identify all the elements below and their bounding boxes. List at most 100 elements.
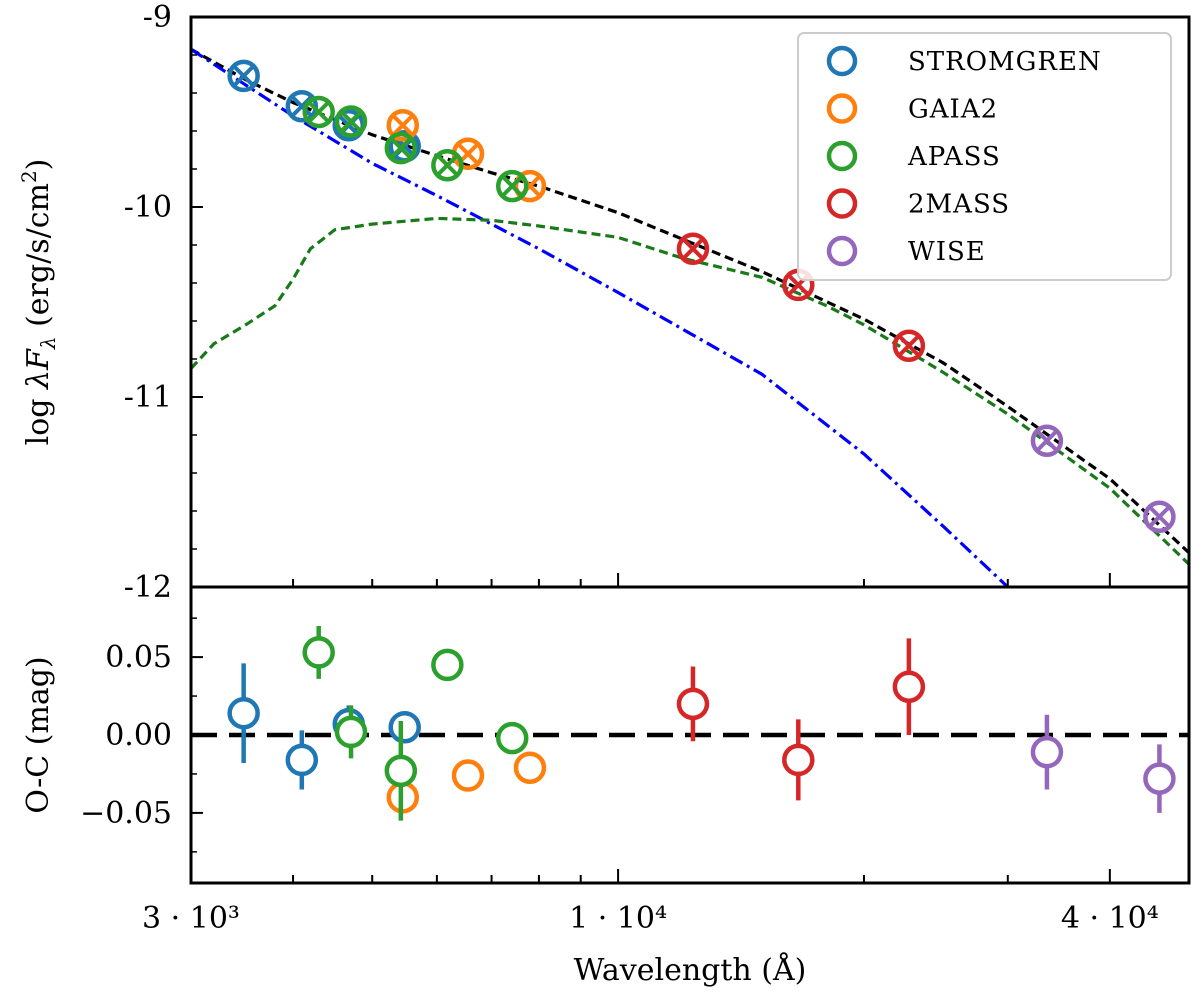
residual-point-apass	[495, 721, 529, 755]
model-line-hot-component	[191, 47, 1009, 587]
residual-point-2mass	[782, 719, 815, 801]
data-point-gaia2	[386, 109, 420, 142]
observed-marker	[386, 109, 420, 142]
y-tick-label: −0.05	[80, 796, 172, 831]
legend-marker-apass	[826, 140, 858, 172]
model-line-cool-component	[191, 216, 1189, 566]
data-point-apass	[495, 169, 529, 203]
observed-marker	[1143, 500, 1176, 533]
model-marker-x	[338, 109, 364, 134]
data-point-wise	[1030, 424, 1064, 457]
residual-marker	[1030, 735, 1064, 769]
residual-marker	[513, 751, 547, 784]
bottom-y-axis-label: O-C (mag)	[21, 656, 56, 813]
legend-label-wise: WISE	[908, 237, 986, 267]
data-point-apass	[302, 95, 335, 129]
bottom-panel: 0.05 0.00 −0.05 O-C (mag)	[21, 585, 1191, 885]
data-point-apass	[431, 148, 464, 182]
y-tick-label: -9	[143, 0, 172, 35]
residual-point-wise	[1030, 714, 1064, 790]
residual-marker	[384, 754, 418, 788]
residual-marker	[334, 715, 368, 749]
observed-marker	[302, 95, 335, 129]
model-marker-x	[1034, 428, 1060, 454]
legend-frame	[797, 32, 1172, 281]
x-axis-ticks: 3 · 10³ 1 · 10⁴ 4 · 10⁴	[142, 573, 1190, 936]
observed-marker	[384, 131, 418, 165]
model-marker-x	[896, 333, 922, 359]
residual-point-stromgren	[227, 663, 260, 764]
residual-marker	[302, 636, 335, 669]
residual-marker	[431, 648, 464, 682]
y-tick-label: 0.05	[105, 640, 172, 675]
observed-marker	[676, 232, 710, 266]
y-tick-label: -11	[124, 380, 172, 415]
model-marker-x	[390, 112, 416, 138]
model-marker-x	[499, 173, 525, 199]
residual-marker	[388, 710, 421, 744]
data-point-stromgren	[227, 59, 260, 93]
residual-point-wise	[1143, 744, 1176, 813]
data-point-2mass	[892, 329, 926, 362]
data-point-wise	[1143, 500, 1176, 533]
data-point-2mass	[676, 232, 710, 266]
residual-marker	[451, 759, 485, 792]
model-marker-x	[680, 236, 706, 262]
residual-marker	[495, 721, 529, 755]
residual-point-2mass	[676, 666, 710, 742]
residual-points	[227, 625, 1176, 821]
observed-marker	[892, 329, 926, 362]
model-marker-x	[434, 152, 460, 178]
data-point-apass	[384, 131, 418, 165]
top-panel: -9 -10 -11 -12 STROMGREN GAIA2 APASS 2MASS WISE…	[17, 0, 1191, 605]
legend-label-gaia2: GAIA2	[908, 95, 998, 125]
observed-marker	[513, 169, 547, 203]
photometry-points	[227, 59, 1176, 533]
data-point-apass	[334, 105, 368, 138]
legend-marker-wise	[826, 235, 858, 267]
residual-marker	[676, 687, 710, 721]
residual-marker	[285, 743, 319, 777]
residual-point-apass	[302, 625, 335, 679]
y-tick-label: 0.00	[105, 718, 172, 753]
x-axis-label: Wavelength (Å)	[574, 952, 807, 988]
legend-label-stromgren: STROMGREN	[908, 47, 1102, 77]
residual-point-gaia2	[513, 751, 547, 784]
observed-marker	[431, 148, 464, 182]
residual-point-gaia2	[451, 759, 485, 792]
x-tick-label: 1 · 10⁴	[569, 901, 667, 936]
observed-marker	[227, 59, 260, 93]
legend-marker-stromgren	[826, 45, 858, 77]
observed-marker	[495, 169, 529, 203]
model-marker-x	[306, 99, 332, 125]
residual-marker	[782, 743, 815, 777]
bottom-panel-frame	[189, 585, 1191, 885]
residual-point-stromgren	[388, 710, 421, 744]
residual-marker	[1143, 762, 1176, 795]
top-y-ticks: -9 -10 -11 -12	[124, 0, 203, 605]
model-marker-x	[1147, 504, 1172, 530]
observed-marker	[334, 105, 368, 138]
residual-point-apass	[384, 720, 418, 821]
legend-label-2mass: 2MASS	[908, 190, 1010, 220]
residual-marker	[892, 670, 926, 703]
y-tick-label: -10	[124, 190, 172, 225]
legend-label-apass: APASS	[907, 142, 1001, 172]
legend: STROMGREN GAIA2 APASS 2MASS WISE	[797, 32, 1172, 281]
legend-marker-2mass	[826, 188, 858, 219]
model-marker-x	[388, 135, 414, 161]
top-y-axis-label: log λFλ (erg/s/cm2)	[17, 159, 60, 446]
bottom-y-ticks: 0.05 0.00 −0.05	[80, 617, 203, 853]
legend-marker-gaia2	[826, 93, 858, 124]
residual-point-apass	[334, 705, 368, 759]
x-tick-label: 4 · 10⁴	[1061, 901, 1159, 936]
model-marker-x	[231, 63, 257, 89]
residual-point-2mass	[892, 638, 926, 735]
y-tick-label: -12	[124, 570, 172, 605]
observed-marker	[1030, 424, 1064, 457]
x-tick-label: 3 · 10³	[142, 901, 240, 936]
residual-point-stromgren	[285, 730, 319, 790]
residual-point-apass	[431, 648, 464, 682]
residual-marker	[227, 696, 260, 730]
